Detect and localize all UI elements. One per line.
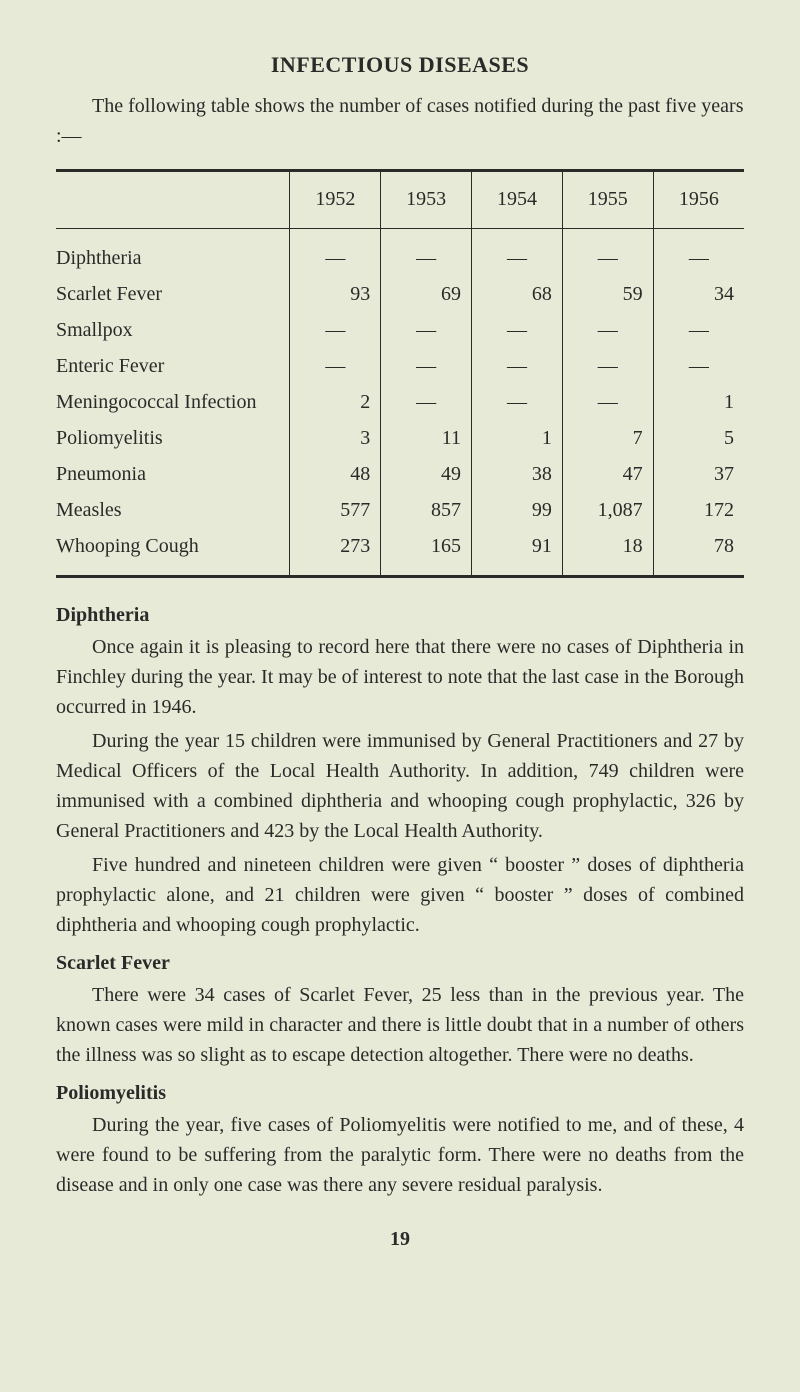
table-row: Smallpox————— <box>56 312 744 348</box>
table-cell: — <box>472 229 563 277</box>
table-cell: — <box>290 312 381 348</box>
table-header-cell: 1952 <box>290 171 381 229</box>
table-cell: 59 <box>562 276 653 312</box>
table-row: Poliomyelitis311175 <box>56 420 744 456</box>
table-header-row: 1952 1953 1954 1955 1956 <box>56 171 744 229</box>
table-header-cell <box>56 171 290 229</box>
sections: DiphtheriaOnce again it is pleasing to r… <box>56 600 744 1200</box>
table-body: Diphtheria—————Scarlet Fever9369685934Sm… <box>56 229 744 577</box>
section-heading: Scarlet Fever <box>56 948 744 978</box>
table-cell: 1,087 <box>562 492 653 528</box>
table-cell: — <box>381 348 472 384</box>
table-cell: — <box>472 348 563 384</box>
table-cell: 11 <box>381 420 472 456</box>
table-cell: — <box>381 312 472 348</box>
table-row: Enteric Fever————— <box>56 348 744 384</box>
table-cell: — <box>290 348 381 384</box>
table-row: Pneumonia4849384737 <box>56 456 744 492</box>
table-cell: 18 <box>562 528 653 577</box>
table-cell: — <box>653 348 744 384</box>
page-number: 19 <box>56 1224 744 1254</box>
row-label: Meningococcal Infection <box>56 384 290 420</box>
row-label: Scarlet Fever <box>56 276 290 312</box>
table-header-cell: 1955 <box>562 171 653 229</box>
table-cell: — <box>653 229 744 277</box>
page-title: INFECTIOUS DISEASES <box>56 48 744 81</box>
body-paragraph: During the year 15 children were immunis… <box>56 726 744 846</box>
table-cell: — <box>562 312 653 348</box>
row-label: Diphtheria <box>56 229 290 277</box>
table-cell: 172 <box>653 492 744 528</box>
table-row: Measles577857991,087172 <box>56 492 744 528</box>
table-row: Diphtheria————— <box>56 229 744 277</box>
body-paragraph: Five hundred and nineteen children were … <box>56 850 744 940</box>
table-cell: 2 <box>290 384 381 420</box>
table-cell: 38 <box>472 456 563 492</box>
row-label: Measles <box>56 492 290 528</box>
table-cell: 273 <box>290 528 381 577</box>
table-header-cell: 1956 <box>653 171 744 229</box>
table-cell: 1 <box>472 420 563 456</box>
table-cell: — <box>562 384 653 420</box>
intro-paragraph: The following table shows the number of … <box>56 91 744 151</box>
table-cell: 165 <box>381 528 472 577</box>
table-cell: — <box>381 229 472 277</box>
table-cell: 48 <box>290 456 381 492</box>
table-cell: 37 <box>653 456 744 492</box>
table-cell: 5 <box>653 420 744 456</box>
table-cell: 91 <box>472 528 563 577</box>
table-row: Meningococcal Infection2———1 <box>56 384 744 420</box>
table-cell: — <box>472 384 563 420</box>
table-cell: — <box>290 229 381 277</box>
table-cell: 577 <box>290 492 381 528</box>
table-cell: 93 <box>290 276 381 312</box>
table-cell: 3 <box>290 420 381 456</box>
table-cell: 49 <box>381 456 472 492</box>
row-label: Pneumonia <box>56 456 290 492</box>
table-cell: 78 <box>653 528 744 577</box>
row-label: Smallpox <box>56 312 290 348</box>
table-cell: — <box>653 312 744 348</box>
table-cell: 34 <box>653 276 744 312</box>
cases-table: 1952 1953 1954 1955 1956 Diphtheria—————… <box>56 169 744 578</box>
table-cell: — <box>562 348 653 384</box>
body-paragraph: During the year, five cases of Poliomyel… <box>56 1110 744 1200</box>
table-cell: 47 <box>562 456 653 492</box>
table-row: Whooping Cough273165911878 <box>56 528 744 577</box>
table-cell: 99 <box>472 492 563 528</box>
row-label: Poliomyelitis <box>56 420 290 456</box>
table-row: Scarlet Fever9369685934 <box>56 276 744 312</box>
table-cell: 857 <box>381 492 472 528</box>
table-cell: 68 <box>472 276 563 312</box>
body-paragraph: Once again it is pleasing to record here… <box>56 632 744 722</box>
table-header-cell: 1954 <box>472 171 563 229</box>
row-label: Whooping Cough <box>56 528 290 577</box>
section-heading: Poliomyelitis <box>56 1078 744 1108</box>
table-header-cell: 1953 <box>381 171 472 229</box>
table-cell: 7 <box>562 420 653 456</box>
table-cell: 69 <box>381 276 472 312</box>
section-heading: Diphtheria <box>56 600 744 630</box>
row-label: Enteric Fever <box>56 348 290 384</box>
body-paragraph: There were 34 cases of Scarlet Fever, 25… <box>56 980 744 1070</box>
table-cell: — <box>381 384 472 420</box>
table-cell: — <box>472 312 563 348</box>
table-cell: 1 <box>653 384 744 420</box>
table-cell: — <box>562 229 653 277</box>
